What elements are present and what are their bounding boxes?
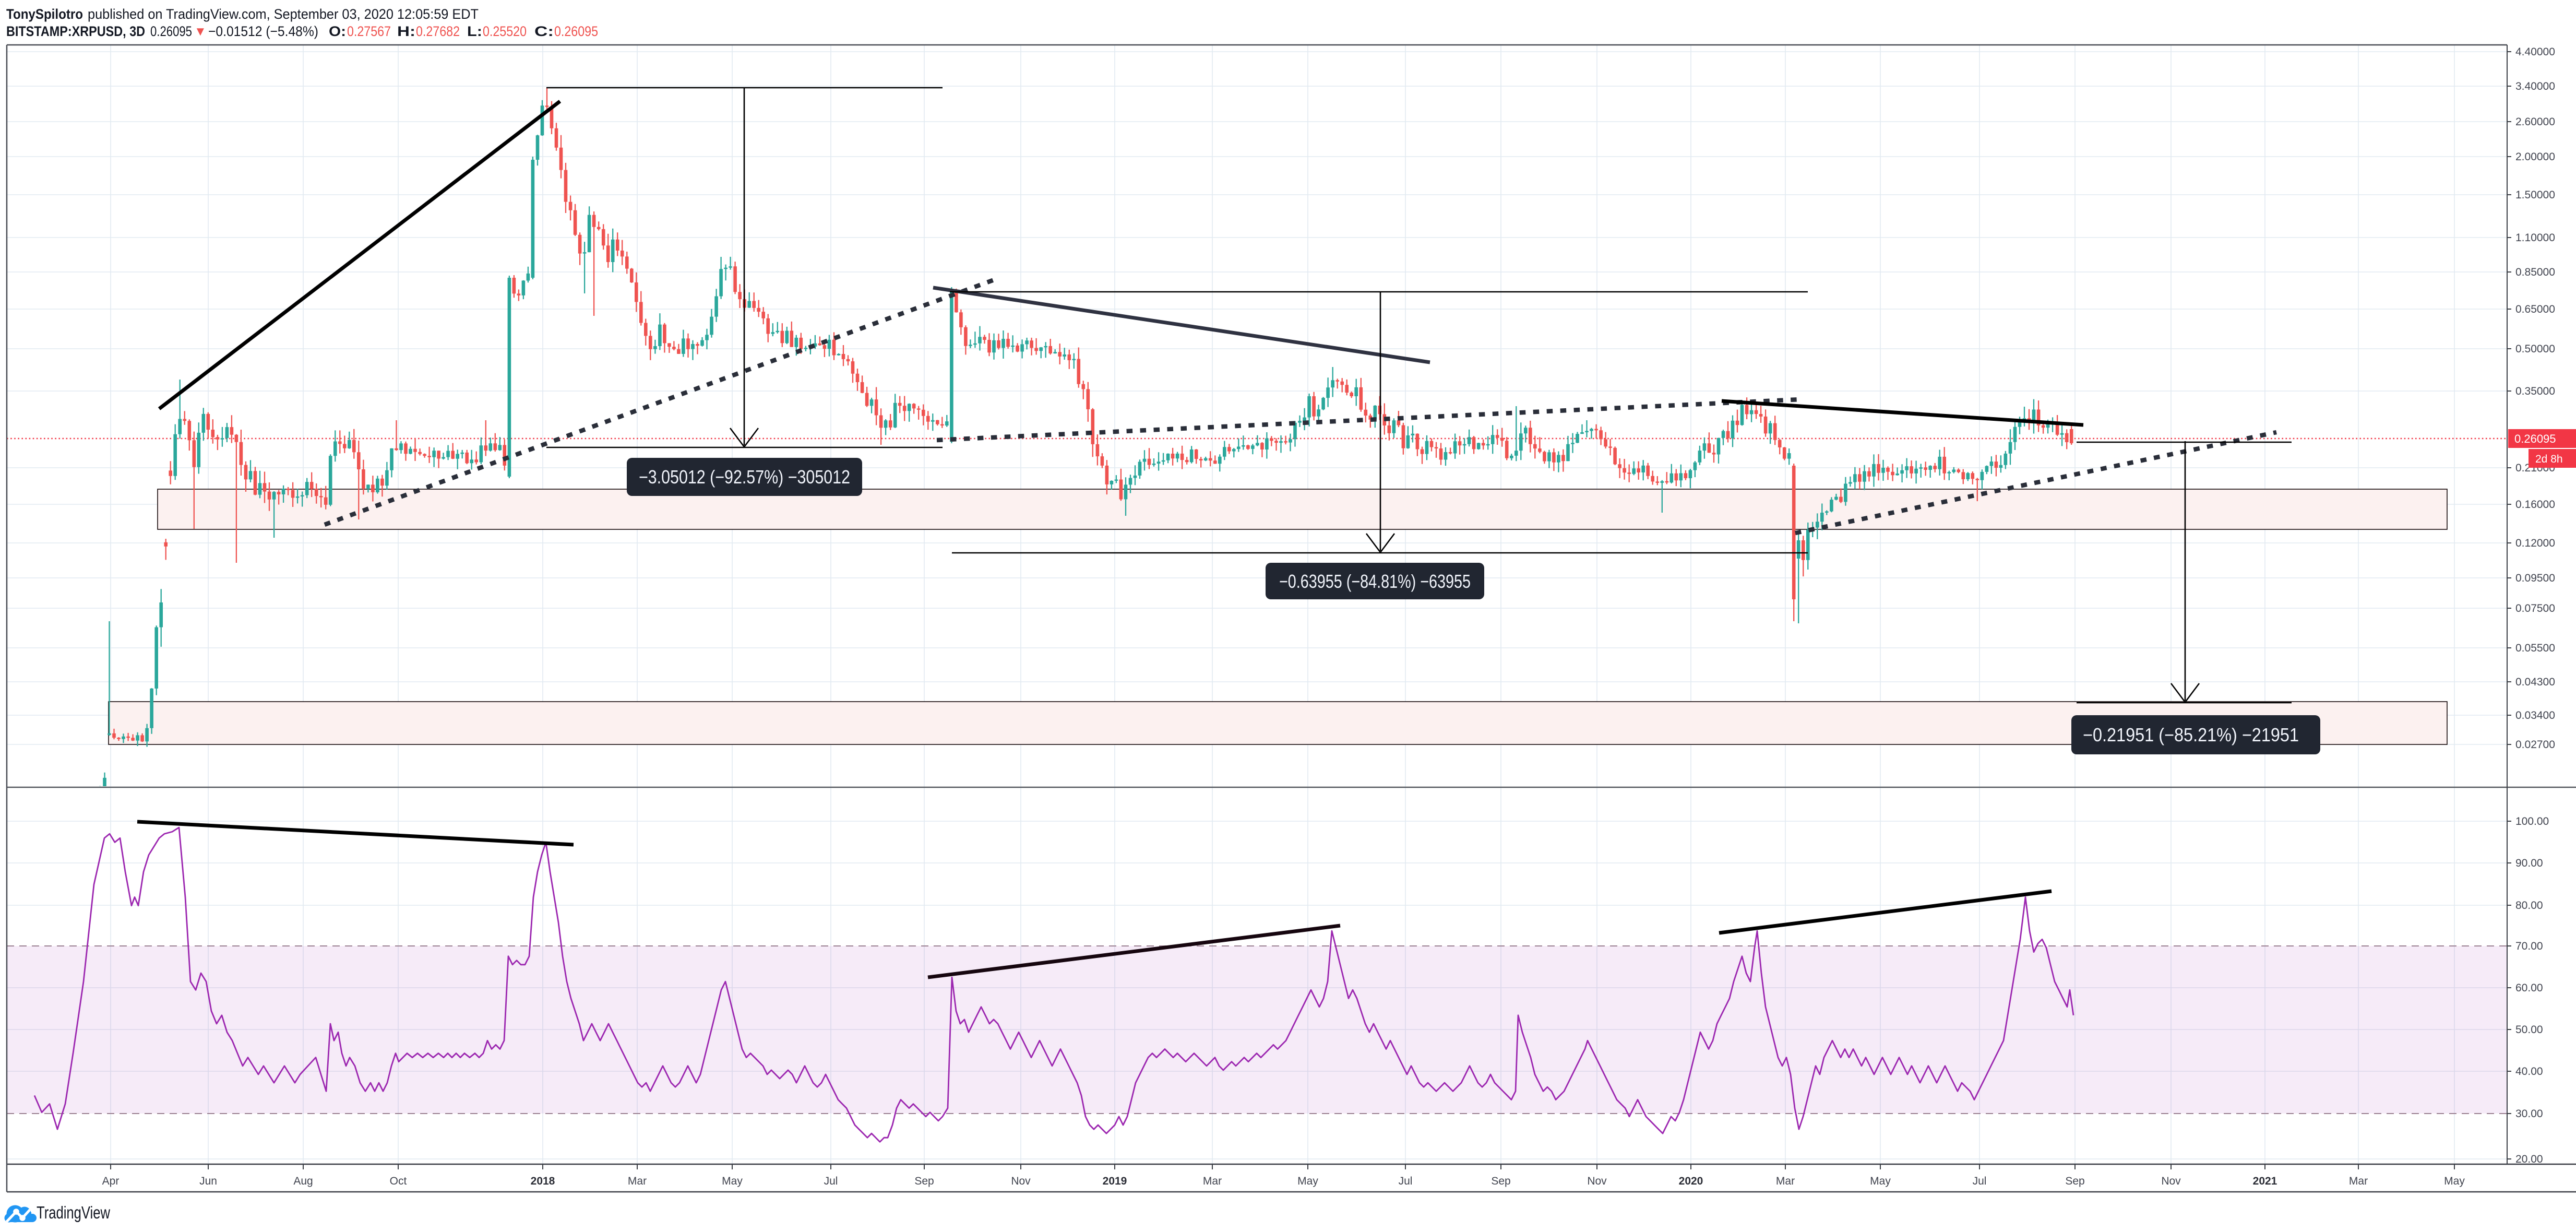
svg-text:0.05500: 0.05500	[2515, 642, 2555, 654]
svg-text:−0.63955 (−84.81%) −63955: −0.63955 (−84.81%) −63955	[1279, 571, 1471, 592]
svg-text:May: May	[722, 1175, 743, 1187]
svg-text:Jul: Jul	[1399, 1175, 1413, 1187]
svg-text:Mar: Mar	[1203, 1175, 1222, 1187]
svg-text:Apr: Apr	[102, 1175, 120, 1187]
svg-text:0.09500: 0.09500	[2515, 572, 2555, 584]
svg-text:0.26095: 0.26095	[150, 23, 192, 39]
svg-text:2.60000: 2.60000	[2515, 116, 2555, 128]
svg-text:Jul: Jul	[1973, 1175, 1987, 1187]
svg-text:0.26095: 0.26095	[554, 23, 598, 39]
svg-text:−0.01512 (−5.48%): −0.01512 (−5.48%)	[208, 23, 318, 39]
svg-text:Jun: Jun	[199, 1175, 217, 1187]
svg-text:50.00: 50.00	[2515, 1024, 2543, 1036]
svg-text:May: May	[1870, 1175, 1891, 1187]
svg-text:−3.05012 (−92.57%) −305012: −3.05012 (−92.57%) −305012	[639, 466, 850, 488]
svg-text:O:: O:	[329, 23, 346, 39]
svg-text:Mar: Mar	[1776, 1175, 1795, 1187]
svg-text:Aug: Aug	[293, 1175, 313, 1187]
svg-text:−0.21951 (−85.21%) −21951: −0.21951 (−85.21%) −21951	[2083, 724, 2299, 745]
svg-text:3.40000: 3.40000	[2515, 80, 2555, 92]
svg-text:2d 8h: 2d 8h	[2535, 453, 2563, 465]
svg-text:TradingView: TradingView	[37, 1203, 110, 1222]
svg-text:40.00: 40.00	[2515, 1066, 2543, 1078]
svg-text:L:: L:	[467, 23, 482, 39]
svg-text:H:: H:	[397, 23, 415, 39]
svg-text:1.10000: 1.10000	[2515, 232, 2555, 244]
svg-text:Jul: Jul	[824, 1175, 838, 1187]
svg-text:30.00: 30.00	[2515, 1108, 2543, 1120]
svg-text:Mar: Mar	[628, 1175, 647, 1187]
svg-text:0.65000: 0.65000	[2515, 303, 2555, 315]
svg-text:Nov: Nov	[1011, 1175, 1031, 1187]
svg-text:C:: C:	[534, 23, 554, 39]
svg-text:2020: 2020	[1679, 1175, 1703, 1187]
svg-text:▼: ▼	[194, 25, 207, 39]
svg-text:0.85000: 0.85000	[2515, 266, 2555, 278]
svg-text:Oct: Oct	[390, 1175, 407, 1187]
svg-text:0.25520: 0.25520	[483, 23, 527, 39]
svg-text:70.00: 70.00	[2515, 940, 2543, 952]
svg-text:0.35000: 0.35000	[2515, 385, 2555, 397]
svg-text:May: May	[1297, 1175, 1318, 1187]
svg-text:20.00: 20.00	[2515, 1153, 2543, 1165]
svg-text:Sep: Sep	[2065, 1175, 2084, 1187]
svg-text:80.00: 80.00	[2515, 899, 2543, 912]
svg-text:Nov: Nov	[2161, 1175, 2181, 1187]
svg-text:0.07500: 0.07500	[2515, 602, 2555, 614]
svg-text:0.12000: 0.12000	[2515, 537, 2555, 549]
svg-text:0.16000: 0.16000	[2515, 499, 2555, 511]
svg-text:1.50000: 1.50000	[2515, 189, 2555, 201]
svg-text:2.00000: 2.00000	[2515, 151, 2555, 163]
svg-text:TonySpilotro: TonySpilotro	[6, 6, 83, 22]
svg-text:0.27567: 0.27567	[347, 23, 391, 39]
svg-text:Sep: Sep	[914, 1175, 934, 1187]
svg-text:2021: 2021	[2253, 1175, 2277, 1187]
svg-text:published on TradingView.com,: published on TradingView.com, September …	[88, 6, 479, 22]
svg-text:2018: 2018	[531, 1175, 555, 1187]
svg-text:0.03400: 0.03400	[2515, 709, 2555, 721]
svg-text:2019: 2019	[1103, 1175, 1127, 1187]
svg-text:4.40000: 4.40000	[2515, 46, 2555, 58]
svg-text:100.00: 100.00	[2515, 815, 2549, 827]
svg-text:0.04300: 0.04300	[2515, 676, 2555, 688]
svg-text:90.00: 90.00	[2515, 857, 2543, 869]
svg-text:May: May	[2444, 1175, 2465, 1187]
svg-text:BITSTAMP:XRPUSD, 3D: BITSTAMP:XRPUSD, 3D	[6, 23, 145, 39]
svg-text:Sep: Sep	[1491, 1175, 1510, 1187]
svg-text:0.50000: 0.50000	[2515, 343, 2555, 355]
svg-text:0.02700: 0.02700	[2515, 739, 2555, 751]
svg-text:0.27682: 0.27682	[416, 23, 460, 39]
svg-text:60.00: 60.00	[2515, 982, 2543, 994]
svg-text:Mar: Mar	[2349, 1175, 2368, 1187]
svg-text:0.26095: 0.26095	[2514, 432, 2556, 445]
svg-text:Nov: Nov	[1587, 1175, 1607, 1187]
